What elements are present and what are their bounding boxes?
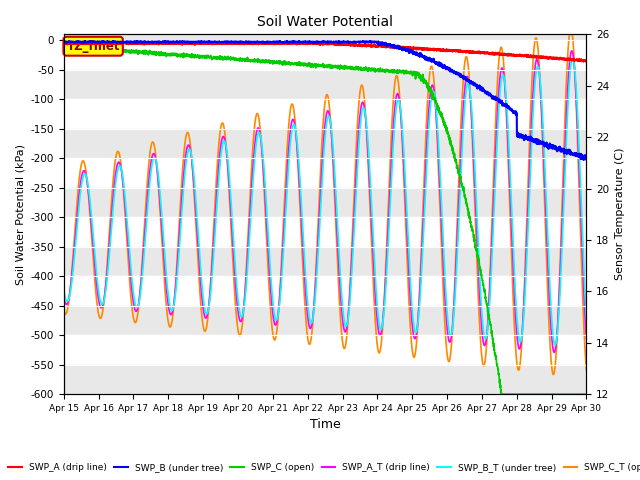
- Bar: [64, 247, 586, 276]
- Bar: [64, 306, 586, 335]
- Bar: [64, 129, 586, 158]
- Legend: SWP_A (drip line), SWP_B (under tree), SWP_C (open), SWP_A_T (drip line), SWP_B_: SWP_A (drip line), SWP_B (under tree), S…: [4, 459, 640, 476]
- Bar: [64, 99, 586, 129]
- Bar: [64, 365, 586, 394]
- Y-axis label: Sensor Temperature (C): Sensor Temperature (C): [615, 148, 625, 280]
- Bar: [64, 276, 586, 306]
- X-axis label: Time: Time: [310, 419, 340, 432]
- Y-axis label: Soil Water Potential (kPa): Soil Water Potential (kPa): [15, 144, 25, 285]
- Bar: [64, 70, 586, 99]
- Bar: [64, 158, 586, 188]
- Text: TZ_fmet: TZ_fmet: [67, 40, 120, 53]
- Bar: [64, 40, 586, 70]
- Bar: [64, 217, 586, 247]
- Bar: [64, 335, 586, 365]
- Title: Soil Water Potential: Soil Water Potential: [257, 15, 393, 29]
- Bar: [64, 188, 586, 217]
